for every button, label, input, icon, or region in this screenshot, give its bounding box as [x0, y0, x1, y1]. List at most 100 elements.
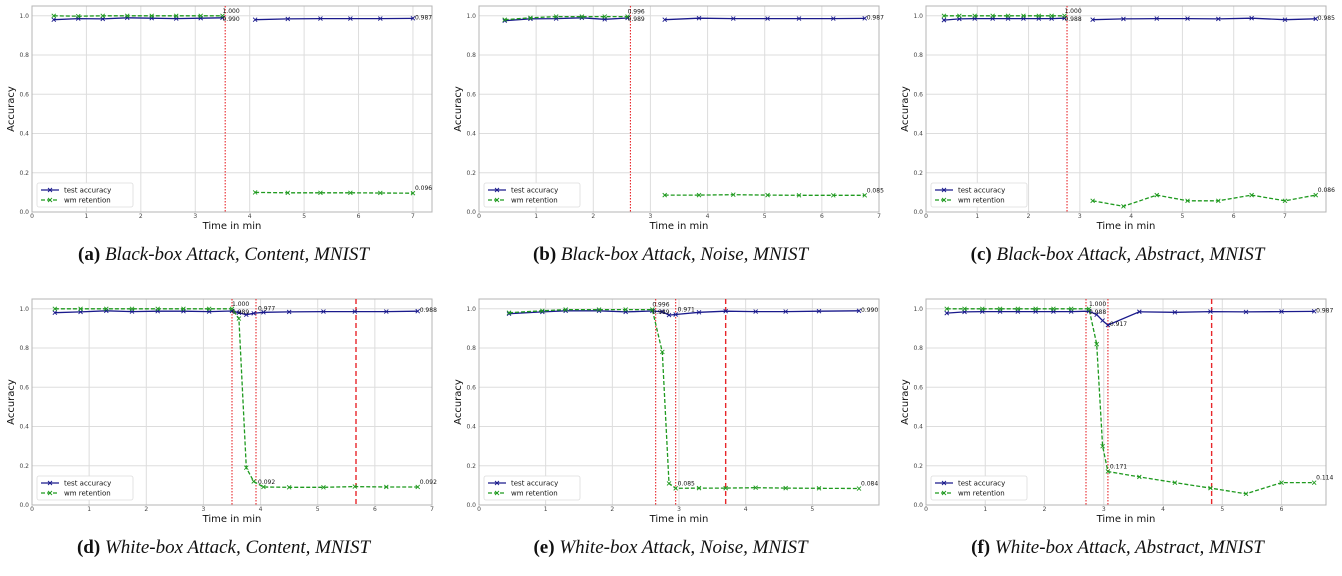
x-tick-label: 3 [202, 506, 206, 513]
data-label: 0.985 [1318, 15, 1335, 22]
x-axis-label: Time in min [202, 514, 262, 525]
data-label: 0.989 [232, 309, 249, 316]
caption-d: (d) White-box Attack, Content, MNIST [0, 537, 447, 559]
x-tick-label: 2 [1043, 506, 1047, 513]
caption-text: Black-box Attack, Content, MNIST [105, 244, 369, 265]
x-tick-label: 4 [706, 213, 710, 220]
wm-retention-line [509, 310, 859, 489]
y-tick-label: 1.0 [466, 306, 476, 313]
x-tick-label: 2 [610, 506, 614, 513]
x-axis-label: Time in min [649, 221, 709, 232]
x-axis-label: Time in min [1096, 514, 1156, 525]
caption-label: (b) [533, 244, 556, 265]
wm-retention-line [55, 309, 418, 488]
plot-frame [479, 6, 879, 212]
x-tick-label: 0 [924, 506, 928, 513]
caption-text: Black-box Attack, Abstract, MNIST [996, 244, 1264, 265]
x-tick-label: 1 [983, 506, 987, 513]
x-tick-label: 3 [1078, 213, 1082, 220]
data-label: 0.990 [222, 16, 239, 23]
data-label: 0.988 [420, 307, 437, 314]
x-tick-label: 6 [820, 213, 824, 220]
legend-entry-label: test accuracy [511, 480, 558, 488]
data-label: 0.996 [628, 9, 645, 16]
caption-c: (c) Black-box Attack, Abstract, MNIST [894, 244, 1341, 266]
x-tick-label: 0 [477, 213, 481, 220]
data-label: 1.000 [1064, 8, 1081, 15]
x-tick-label: 5 [316, 506, 320, 513]
y-axis-label: Accuracy [6, 379, 17, 425]
data-label: 0.987 [415, 14, 432, 21]
data-label: 0.096 [415, 185, 432, 192]
x-axis-label: Time in min [1096, 221, 1156, 232]
y-tick-label: 1.0 [913, 306, 923, 313]
x-tick-label: 5 [1220, 506, 1224, 513]
y-tick-label: 0.0 [466, 209, 476, 216]
y-tick-label: 0.6 [913, 91, 923, 98]
x-tick-label: 1 [975, 213, 979, 220]
data-label: 0.084 [861, 481, 878, 488]
x-tick-label: 3 [677, 506, 681, 513]
caption-text: White-box Attack, Content, MNIST [105, 537, 370, 558]
data-label: 0.988 [1064, 16, 1081, 23]
legend-entry-label: wm retention [511, 490, 558, 498]
y-axis-label: Accuracy [900, 379, 911, 425]
y-axis-label: Accuracy [900, 86, 911, 132]
y-tick-label: 0.0 [19, 502, 29, 509]
y-axis-label: Accuracy [6, 86, 17, 132]
x-tick-label: 6 [1232, 213, 1236, 220]
x-tick-label: 5 [302, 213, 306, 220]
y-tick-label: 0.2 [19, 463, 29, 470]
x-tick-label: 4 [248, 213, 252, 220]
data-label: 1.000 [222, 8, 239, 15]
data-label: 0.988 [1089, 309, 1106, 316]
legend-entry-label: test accuracy [958, 480, 1005, 488]
data-label: 0.092 [420, 479, 437, 486]
x-tick-label: 7 [411, 213, 415, 220]
caption-a: (a) Black-box Attack, Content, MNIST [0, 244, 447, 266]
wm-retention-line [255, 192, 413, 193]
wm-retention-line [1093, 195, 1316, 206]
caption-text: White-box Attack, Abstract, MNIST [995, 537, 1264, 558]
x-tick-label: 7 [1283, 213, 1287, 220]
legend-entry-label: wm retention [958, 197, 1005, 205]
y-tick-label: 0.4 [19, 424, 29, 431]
data-label: 1.000 [232, 301, 249, 308]
y-tick-label: 0.8 [466, 345, 476, 352]
caption-text: Black-box Attack, Noise, MNIST [561, 244, 808, 265]
x-tick-label: 3 [193, 213, 197, 220]
legend-entry-label: wm retention [64, 490, 111, 498]
plot-frame [926, 6, 1326, 212]
x-tick-label: 5 [1180, 213, 1184, 220]
data-label: 0.996 [652, 302, 669, 309]
wm-retention-point [237, 317, 241, 321]
x-tick-label: 0 [477, 506, 481, 513]
data-label: 0.987 [867, 14, 884, 21]
y-tick-label: 0.4 [19, 131, 29, 138]
x-tick-label: 0 [30, 506, 34, 513]
data-label: 1.000 [1089, 301, 1106, 308]
caption-b: (b) Black-box Attack, Noise, MNIST [447, 244, 894, 266]
y-axis-label: Accuracy [453, 379, 464, 425]
x-axis-label: Time in min [649, 514, 709, 525]
x-tick-label: 1 [85, 213, 89, 220]
y-tick-label: 0.6 [466, 384, 476, 391]
y-tick-label: 0.6 [19, 384, 29, 391]
x-tick-label: 4 [744, 506, 748, 513]
data-label: 0.092 [258, 479, 275, 486]
x-tick-label: 4 [1129, 213, 1133, 220]
y-tick-label: 0.8 [913, 345, 923, 352]
x-tick-label: 0 [30, 213, 34, 220]
test-accuracy-line [255, 18, 413, 19]
x-tick-label: 4 [1161, 506, 1165, 513]
data-label: 0.085 [867, 187, 884, 194]
test-accuracy-line [944, 18, 1065, 20]
y-tick-label: 1.0 [19, 306, 29, 313]
y-tick-label: 0.8 [19, 345, 29, 352]
